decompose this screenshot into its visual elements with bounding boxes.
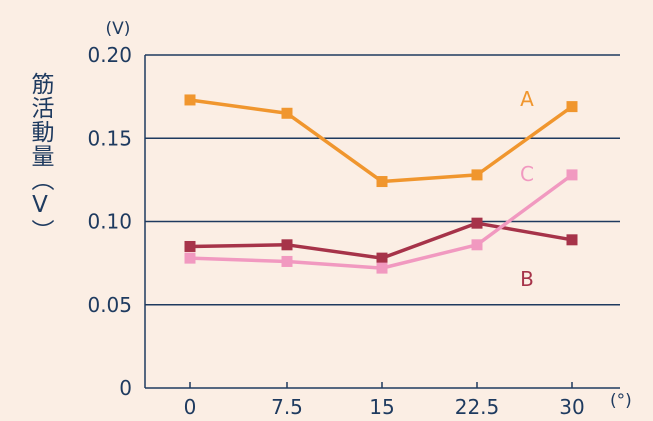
series-A-point-1 (281, 107, 293, 119)
series-A-point-0 (184, 94, 196, 106)
series-A-point-3 (471, 169, 483, 181)
series-A-point-4 (566, 101, 578, 113)
y-tick-label-0: 0 (119, 376, 132, 400)
x-tick-labels: 0 7.5 15 22.5 30 (184, 395, 585, 419)
series-C-point-0 (184, 252, 196, 264)
gridlines (145, 54, 620, 306)
series-B-point-1 (281, 239, 293, 251)
series-B-point-2 (376, 252, 388, 264)
x-tick-label-1: 7.5 (271, 395, 303, 419)
series-B-point-0 (184, 240, 196, 252)
series-C-point-1 (281, 255, 293, 267)
series-label-A: A (520, 87, 534, 111)
series-C-point-2 (376, 262, 388, 274)
series-group (184, 94, 578, 274)
series-B-point-4 (566, 234, 578, 246)
series-C-point-4 (566, 169, 578, 181)
series-B-point-3 (471, 217, 483, 229)
y-tick-label-2: 0.10 (87, 210, 132, 234)
x-tick-label-3: 22.5 (455, 395, 500, 419)
y-unit-label: (V) (106, 19, 131, 39)
x-tick-label-4: 30 (559, 395, 584, 419)
axes (144, 55, 620, 389)
y-tick-label-1: 0.05 (87, 293, 132, 317)
y-axis-label: 筋活動量（V） (27, 72, 53, 243)
x-tick-label-0: 0 (184, 395, 197, 419)
y-tick-label-3: 0.15 (87, 126, 132, 150)
series-A-point-2 (376, 176, 388, 188)
series-C-point-3 (471, 239, 483, 251)
series-label-B: B (520, 267, 534, 291)
y-tick-labels: 0 0.05 0.10 0.15 0.20 (87, 43, 132, 400)
series-labels: A B C (520, 87, 534, 291)
y-tick-label-4: 0.20 (87, 43, 132, 67)
series-A-line (189, 98, 574, 184)
series-label-C: C (520, 162, 534, 186)
x-tick-label-2: 15 (369, 395, 394, 419)
x-unit-label: (°) (610, 391, 632, 411)
